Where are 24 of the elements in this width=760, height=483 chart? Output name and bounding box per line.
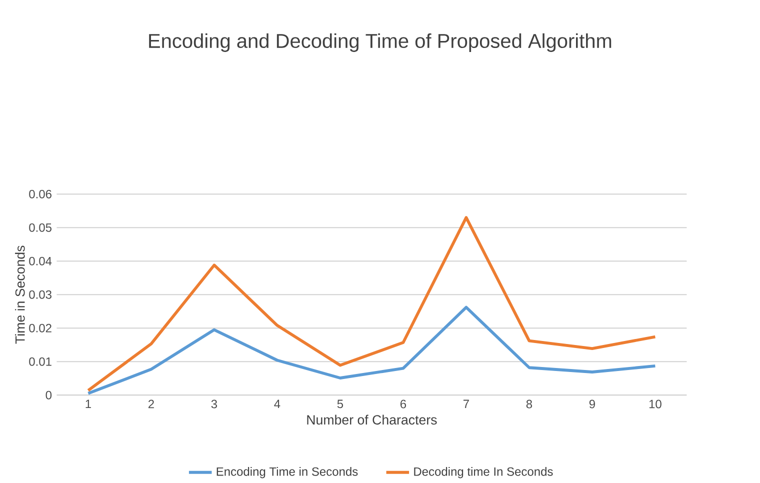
chart-title: Encoding and Decoding Time of Proposed Algorithm [149, 33, 612, 52]
y-tick-label: 0.06 [29, 190, 52, 198]
y-tick-label: 0.03 [29, 290, 52, 299]
x-tick-label: 3 [211, 400, 218, 408]
y-axis-title: Time in Seconds [15, 246, 25, 344]
x-tick-label: 5 [337, 400, 344, 408]
y-tick-label: 0.04 [29, 256, 52, 266]
line-series [86, 216, 657, 392]
y-tick-label: 0.05 [29, 223, 52, 232]
x-tick-label: 10 [649, 400, 662, 408]
y-tick-label: 0 [46, 390, 52, 400]
x-tick-label: 7 [463, 400, 469, 408]
x-tick-label: 4 [274, 400, 280, 408]
y-tick-label: 0.02 [29, 324, 52, 332]
legend-label: Decoding time In Seconds [414, 467, 553, 478]
legend-label: Encoding Time in Seconds [216, 467, 358, 478]
x-axis-title: Number of Characters [307, 414, 437, 425]
x-tick-label: 2 [148, 400, 154, 408]
y-tick-label: 0.01 [29, 357, 52, 366]
x-tick-label: 6 [400, 400, 406, 408]
line-series [86, 306, 657, 395]
x-tick-label: 1 [86, 400, 91, 408]
x-tick-label: 8 [526, 400, 532, 408]
x-tick-label: 9 [589, 400, 595, 408]
